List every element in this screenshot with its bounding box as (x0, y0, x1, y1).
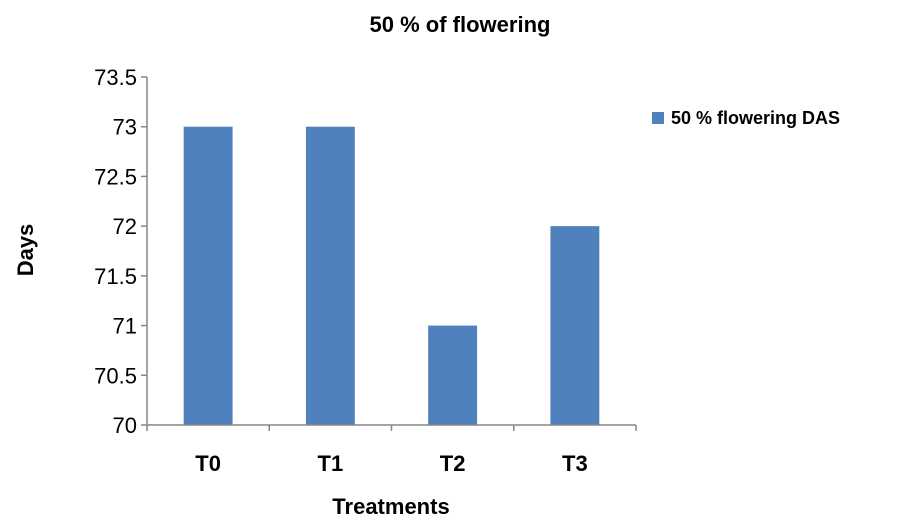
bar-t0 (183, 126, 233, 425)
bar-t3 (550, 226, 600, 425)
bar-t2 (428, 325, 478, 425)
y-tick-label: 72 (113, 214, 137, 239)
axes-group: 70 70.5 71 71.5 72 72.5 73 73.5 T0 T1 T2 T3 (94, 65, 637, 476)
legend-swatch (652, 112, 664, 124)
x-tick-label: T3 (562, 451, 588, 476)
y-tick-label: 73 (113, 115, 137, 140)
x-tick-label: T0 (195, 451, 221, 476)
y-tick-label: 70 (113, 413, 137, 438)
y-tick-label: 71.5 (94, 264, 137, 289)
x-tick-label: T2 (440, 451, 466, 476)
x-axis-label: Treatments (332, 494, 449, 518)
bars-group (183, 126, 600, 425)
y-tick-label: 72.5 (94, 164, 137, 189)
legend: 50 % flowering DAS (652, 108, 840, 128)
y-axis-label: Days (13, 224, 38, 277)
y-tick-label: 73.5 (94, 65, 137, 90)
legend-label: 50 % flowering DAS (671, 108, 840, 128)
chart-title: 50 % of flowering (370, 12, 551, 37)
y-tick-label: 70.5 (94, 363, 137, 388)
x-tick-label: T1 (318, 451, 344, 476)
y-tick-label: 71 (113, 314, 137, 339)
bar-t1 (305, 126, 355, 425)
